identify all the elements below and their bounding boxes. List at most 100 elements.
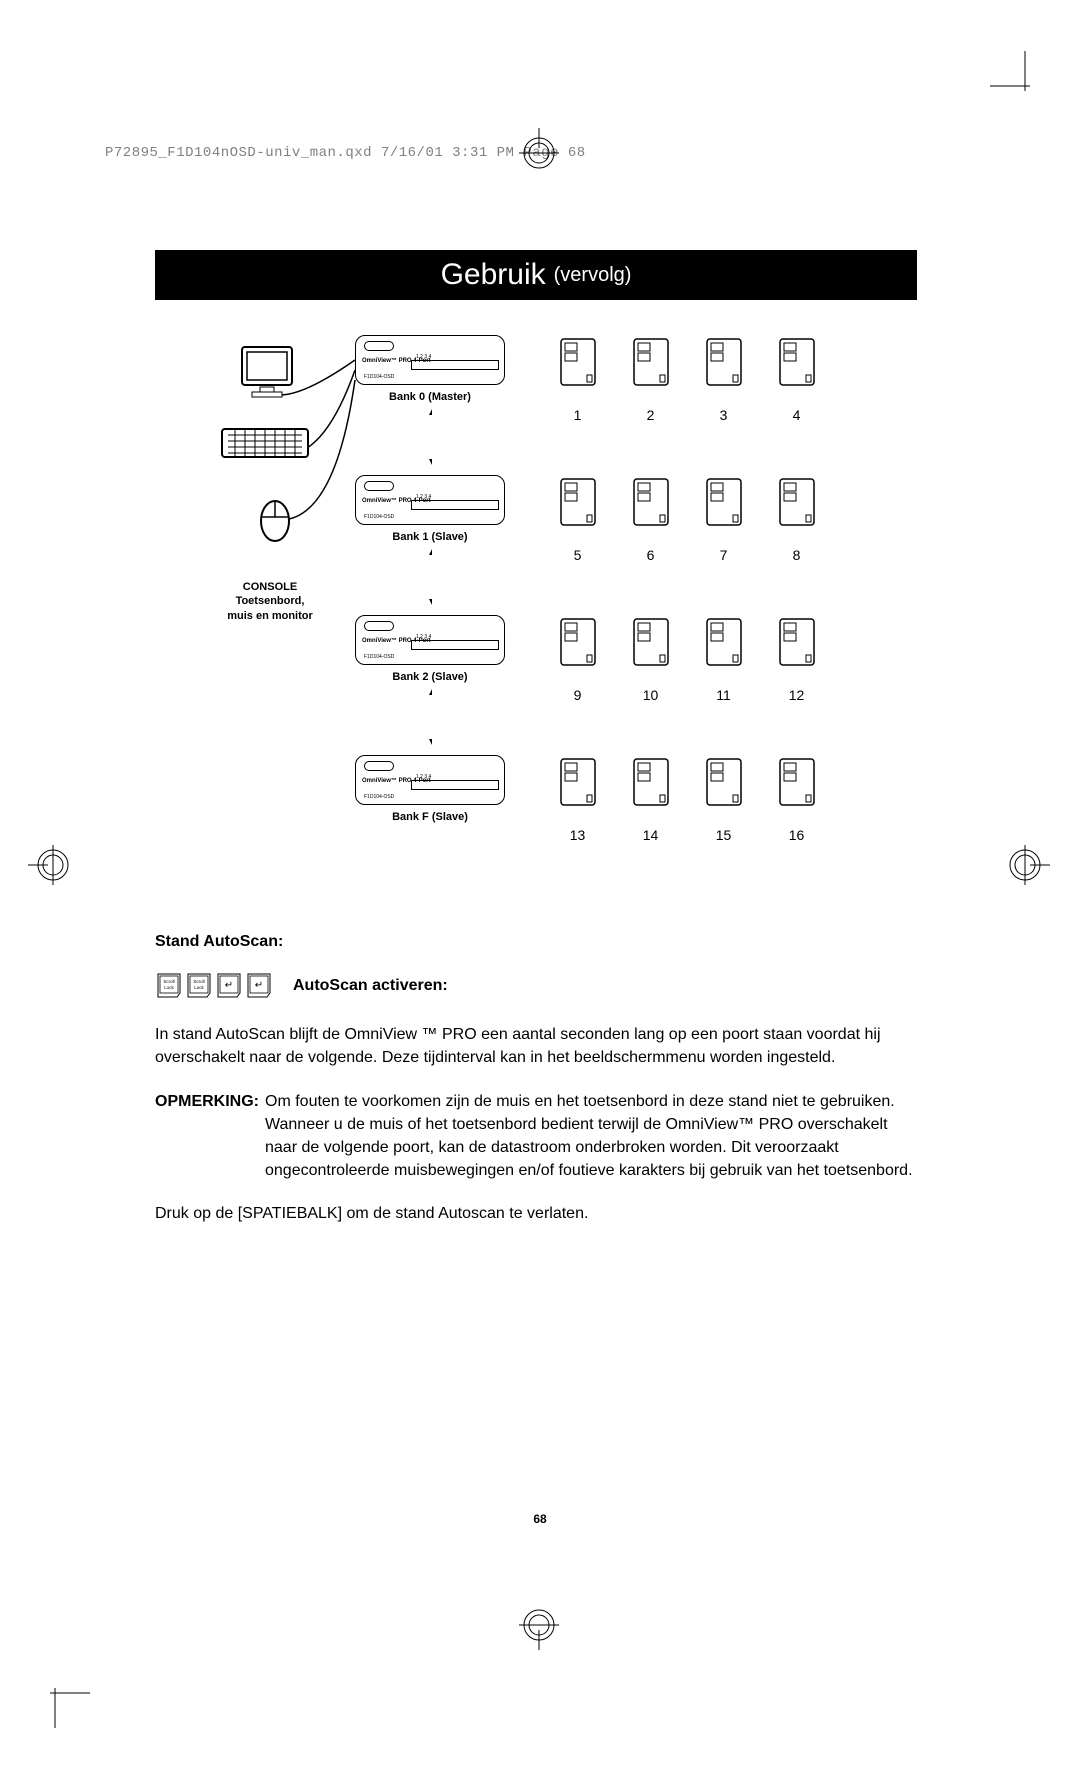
key-sequence-row: ScrollLockScrollLock↵↵ AutoScan activere… — [155, 971, 917, 999]
keycap: ScrollLock — [155, 971, 183, 999]
computer-number: 12 — [774, 687, 819, 703]
computer-icon — [630, 755, 672, 810]
crop-mark-right — [1000, 840, 1050, 890]
bank-label: Bank 1 (Slave) — [355, 531, 505, 543]
brand-oval — [364, 621, 394, 631]
file-header: P72895_F1D104nOSD-univ_man.qxd 7/16/01 3… — [105, 145, 586, 161]
brand-oval — [364, 761, 394, 771]
crop-mark-left — [28, 840, 78, 890]
computer-cell: 4 — [774, 335, 819, 475]
computer-number: 9 — [555, 687, 600, 703]
model-number: F1D104-OSD — [364, 374, 394, 380]
computer-number: 7 — [701, 547, 746, 563]
computer-number: 6 — [628, 547, 673, 563]
daisy-chain-arrow — [428, 687, 432, 745]
page-number: 68 — [0, 1512, 1080, 1526]
computer-cell: 6 — [628, 475, 673, 615]
computer-cell: 15 — [701, 755, 746, 895]
svg-text:↵: ↵ — [225, 980, 233, 991]
brand-oval — [364, 341, 394, 351]
mouse-icon — [255, 493, 295, 543]
note-label: OPMERKING: — [155, 1090, 265, 1183]
computer-row: 5 6 7 8 — [555, 475, 819, 615]
port-strip — [411, 640, 499, 650]
computer-number: 15 — [701, 827, 746, 843]
computer-row: 13 14 15 16 — [555, 755, 819, 895]
crop-mark-top-right — [990, 51, 1050, 111]
kvm-switch-box: OmniView™ PRO 4-Port1 2 3 4F1D104-OSD — [355, 615, 505, 665]
body-text: Stand AutoScan: ScrollLockScrollLock↵↵ A… — [155, 930, 917, 1246]
computer-cell: 3 — [701, 335, 746, 475]
computer-number: 13 — [555, 827, 600, 843]
kvm-topology-diagram: CONSOLE Toetsenbord, muis en monitor Omn… — [155, 335, 917, 855]
computer-icon — [630, 615, 672, 670]
computer-icon — [703, 335, 745, 390]
computer-icon — [557, 615, 599, 670]
kvm-switch-box: OmniView™ PRO 4-Port1 2 3 4F1D104-OSD — [355, 335, 505, 385]
kvm-switch-box: OmniView™ PRO 4-Port1 2 3 4F1D104-OSD — [355, 755, 505, 805]
computer-number: 16 — [774, 827, 819, 843]
console-label-line: CONSOLE — [195, 580, 345, 594]
console-label-line: muis en monitor — [195, 609, 345, 623]
computer-cell: 11 — [701, 615, 746, 755]
port-strip — [411, 780, 499, 790]
computer-icon — [630, 475, 672, 530]
note-body: Om fouten te voorkomen zijn de muis en h… — [265, 1090, 917, 1183]
port-strip — [411, 360, 499, 370]
svg-text:Scroll: Scroll — [163, 979, 174, 984]
title-main: Gebruik — [441, 258, 546, 292]
crop-mark-bottom-left — [30, 1668, 90, 1728]
bank-label: Bank 0 (Master) — [355, 391, 505, 403]
brand-oval — [364, 481, 394, 491]
computer-number: 1 — [555, 407, 600, 423]
computer-cell: 10 — [628, 615, 673, 755]
computer-cell: 7 — [701, 475, 746, 615]
kvm-switch-box: OmniView™ PRO 4-Port1 2 3 4F1D104-OSD — [355, 475, 505, 525]
monitor-icon — [240, 345, 295, 400]
computer-icon — [703, 755, 745, 810]
svg-text:Scroll: Scroll — [193, 979, 204, 984]
bank-label: Bank F (Slave) — [355, 811, 505, 823]
kvm-row: OmniView™ PRO 4-Port1 2 3 4F1D104-OSD Ban… — [355, 335, 555, 475]
model-number: F1D104-OSD — [364, 794, 394, 800]
computer-cell: 9 — [555, 615, 600, 755]
computer-number: 5 — [555, 547, 600, 563]
computer-number: 8 — [774, 547, 819, 563]
kvm-column: OmniView™ PRO 4-Port1 2 3 4F1D104-OSD Ban… — [355, 335, 555, 895]
daisy-chain-arrow — [428, 547, 432, 605]
console-label: CONSOLE Toetsenbord, muis en monitor — [195, 580, 345, 623]
computer-cell: 16 — [774, 755, 819, 895]
computer-row: 9 10 11 12 — [555, 615, 819, 755]
computer-cell: 13 — [555, 755, 600, 895]
keycap: ScrollLock — [185, 971, 213, 999]
svg-text:Lock: Lock — [194, 985, 204, 990]
computer-icon — [776, 615, 818, 670]
computer-cell: 8 — [774, 475, 819, 615]
computer-cell: 14 — [628, 755, 673, 895]
title-sub: (vervolg) — [554, 264, 632, 287]
port-strip — [411, 500, 499, 510]
svg-text:↵: ↵ — [255, 980, 263, 991]
daisy-chain-arrow — [428, 407, 432, 465]
computer-icon — [776, 755, 818, 810]
keycap: ↵ — [245, 971, 273, 999]
computer-cell: 5 — [555, 475, 600, 615]
svg-text:Lock: Lock — [164, 985, 174, 990]
kvm-row: OmniView™ PRO 4-Port1 2 3 4F1D104-OSD Ban… — [355, 475, 555, 615]
computer-number: 4 — [774, 407, 819, 423]
title-bar: Gebruik (vervolg) — [155, 250, 917, 300]
kvm-row: OmniView™ PRO 4-Port1 2 3 4F1D104-OSD Ban… — [355, 755, 555, 895]
kvm-row: OmniView™ PRO 4-Port1 2 3 4F1D104-OSD Ban… — [355, 615, 555, 755]
computer-cell: 1 — [555, 335, 600, 475]
keycap: ↵ — [215, 971, 243, 999]
computer-number: 2 — [628, 407, 673, 423]
bank-label: Bank 2 (Slave) — [355, 671, 505, 683]
section-label: Stand AutoScan: — [155, 930, 917, 953]
activate-label: AutoScan activeren: — [293, 974, 448, 997]
crop-mark-bottom — [514, 1600, 564, 1650]
computer-number: 10 — [628, 687, 673, 703]
computer-icon — [776, 335, 818, 390]
computer-icon — [703, 615, 745, 670]
paragraph: Druk op de [SPATIEBALK] om de stand Auto… — [155, 1202, 917, 1225]
computer-icon — [703, 475, 745, 530]
